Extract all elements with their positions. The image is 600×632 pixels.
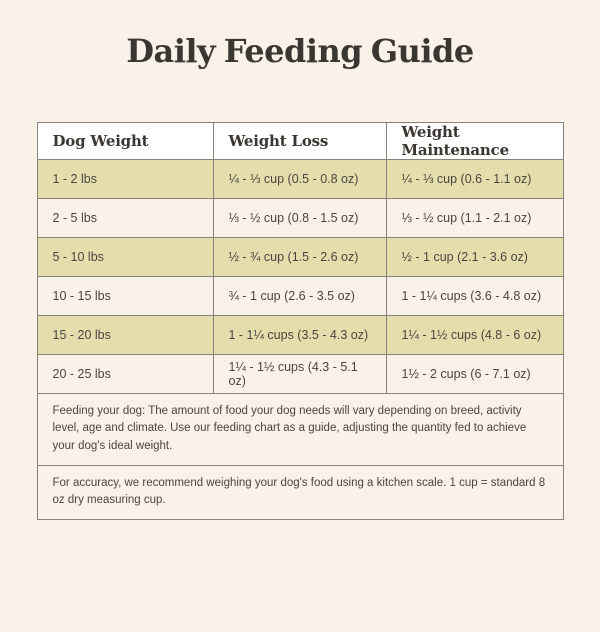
cell-dog-weight: 2 - 5 lbs [36,198,214,238]
table-row: 10 - 15 lbs ¾ - 1 cup (2.6 - 3.5 oz) 1 -… [36,276,564,316]
cell-dog-weight: 15 - 20 lbs [36,315,214,355]
table-row: 1 - 2 lbs ¼ - ⅓ cup (0.5 - 0.8 oz) ¼ - ⅓… [36,159,564,199]
table-row: 15 - 20 lbs 1 - 1¼ cups (3.5 - 4.3 oz) 1… [36,315,564,355]
table-row: 20 - 25 lbs 1¼ - 1½ cups (4.3 - 5.1 oz) … [36,354,564,394]
column-header-dog-weight: Dog Weight [36,122,214,160]
cell-weight-maintenance: 1½ - 2 cups (6 - 7.1 oz) [385,354,564,394]
note-feeding-guidance: Feeding your dog: The amount of food you… [36,393,564,466]
cell-dog-weight: 1 - 2 lbs [36,159,214,199]
cell-weight-maintenance: 1 - 1¼ cups (3.6 - 4.8 oz) [385,276,564,316]
cell-weight-loss: 1 - 1¼ cups (3.5 - 4.3 oz) [212,315,387,355]
column-header-weight-maintenance: Weight Maintenance [385,122,564,160]
feeding-guide-table: Dog Weight Weight Loss Weight Maintenanc… [36,122,564,521]
table-row: 5 - 10 lbs ½ - ¾ cup (1.5 - 2.6 oz) ½ - … [36,237,564,277]
cell-weight-loss: ¾ - 1 cup (2.6 - 3.5 oz) [212,276,387,316]
cell-dog-weight: 20 - 25 lbs [36,354,214,394]
cell-weight-loss: 1¼ - 1½ cups (4.3 - 5.1 oz) [212,354,387,394]
note-row: For accuracy, we recommend weighing your… [36,464,564,521]
cell-dog-weight: 10 - 15 lbs [36,276,214,316]
note-row: Feeding your dog: The amount of food you… [36,393,564,466]
table-row: 2 - 5 lbs ⅓ - ½ cup (0.8 - 1.5 oz) ⅓ - ½… [36,198,564,238]
cell-weight-maintenance: ½ - 1 cup (2.1 - 3.6 oz) [385,237,564,277]
cell-weight-maintenance: 1¼ - 1½ cups (4.8 - 6 oz) [385,315,564,355]
page-title: Daily Feeding Guide [126,32,474,70]
cell-dog-weight: 5 - 10 lbs [36,237,214,277]
cell-weight-maintenance: ¼ - ⅓ cup (0.6 - 1.1 oz) [385,159,564,199]
column-header-weight-loss: Weight Loss [212,122,387,160]
cell-weight-loss: ⅓ - ½ cup (0.8 - 1.5 oz) [212,198,387,238]
cell-weight-maintenance: ⅓ - ½ cup (1.1 - 2.1 oz) [385,198,564,238]
table-header-row: Dog Weight Weight Loss Weight Maintenanc… [36,122,564,160]
cell-weight-loss: ¼ - ⅓ cup (0.5 - 0.8 oz) [212,159,387,199]
note-measuring-accuracy: For accuracy, we recommend weighing your… [36,464,564,521]
cell-weight-loss: ½ - ¾ cup (1.5 - 2.6 oz) [212,237,387,277]
